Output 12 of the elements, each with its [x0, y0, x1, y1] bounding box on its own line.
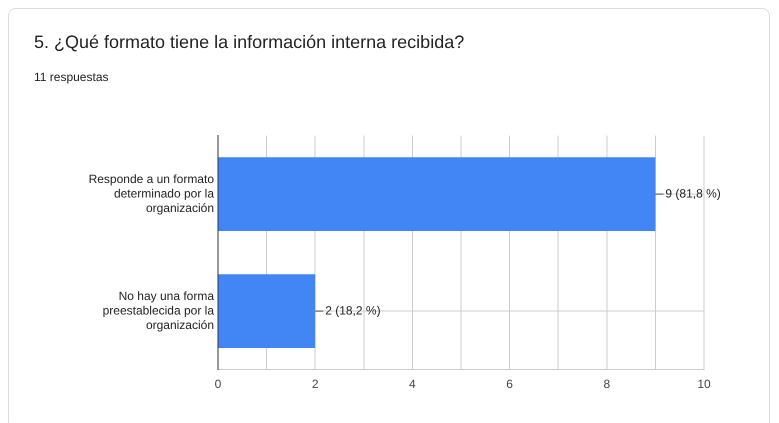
x-tick-label: 8	[603, 377, 610, 392]
x-tick-label: 6	[506, 377, 514, 392]
data-label: 2 (18,2 %)	[325, 303, 381, 318]
text: 11 respuestas	[34, 70, 108, 84]
data-label: 9 (81,8 %)	[665, 186, 721, 200]
x-tick-label: 10	[697, 377, 711, 392]
y-tick-label: No hay una forma preestablecida por la organización	[102, 289, 214, 332]
x-tick-label: 0	[214, 377, 222, 392]
y-tick-label: Responde a un formato determinado por la organización	[88, 172, 214, 215]
chart-title: 5. ¿Qué formato tiene la información interna recibida?	[34, 32, 464, 53]
x-tick-label: 4	[409, 377, 416, 392]
x-tick-label: 2	[312, 377, 319, 392]
